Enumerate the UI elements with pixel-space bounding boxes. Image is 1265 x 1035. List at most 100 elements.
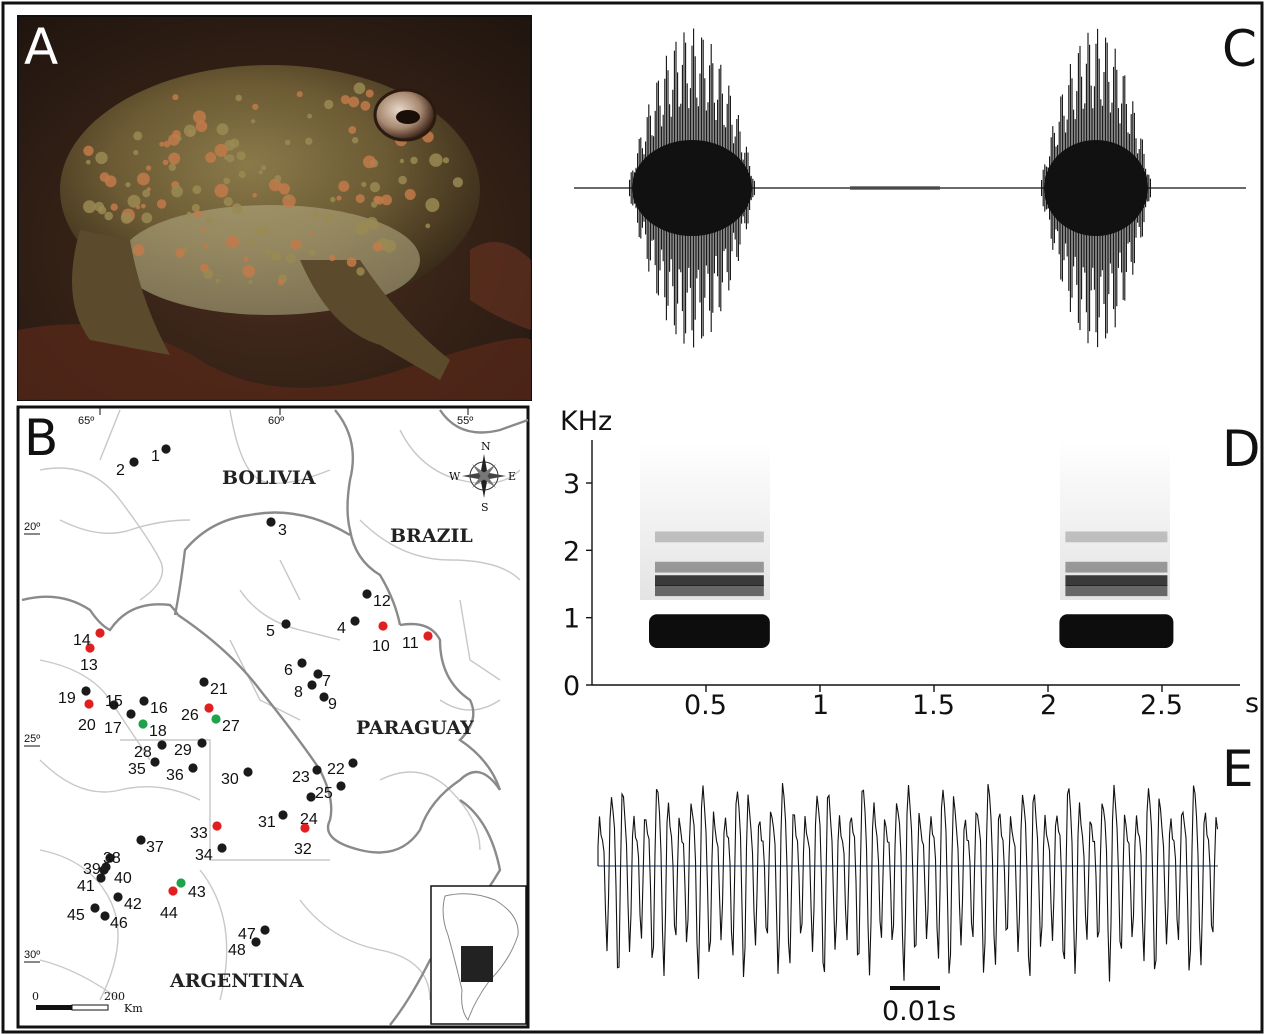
site-label-12: 12 (373, 593, 391, 610)
map-scale-bar: 0 200 Km (32, 990, 143, 1015)
site-marker-22 (348, 758, 358, 768)
spectrogram-fundamental-1 (649, 614, 770, 648)
toad-wart (171, 185, 184, 198)
panel-letter-d: D (1222, 420, 1261, 478)
toad-wart (172, 94, 179, 101)
toad-wart (352, 137, 359, 144)
spectrogram-xtick-label: 1.5 (912, 690, 955, 721)
spectrogram-ytick-label: 2 (563, 536, 580, 567)
toad-wart (252, 103, 259, 110)
site-label-35: 35 (128, 761, 146, 778)
toad-wart (99, 172, 110, 183)
longitude-label-1: 65º (78, 415, 94, 427)
site-marker-31 (278, 810, 288, 820)
site-label-7: 7 (322, 673, 331, 690)
site-label-13: 13 (80, 657, 98, 674)
oscillogram-core-1 (632, 140, 752, 236)
toad-wart (133, 131, 143, 141)
spectrogram-ytick-label: 3 (563, 469, 580, 500)
site-label-14: 14 (73, 632, 91, 649)
country-borders (21, 409, 529, 1026)
site-marker-17 (126, 709, 136, 719)
site-label-5: 5 (266, 623, 275, 640)
site-marker-30 (243, 767, 253, 777)
site-marker-15 (109, 700, 119, 710)
site-label-45: 45 (67, 907, 85, 924)
country-label-argentina: ARGENTINA (169, 970, 304, 992)
longitude-ticks (99, 407, 469, 415)
toad-wart (278, 183, 290, 195)
toad-wart (203, 243, 209, 249)
toad-wart (307, 113, 312, 119)
toad-wart (191, 203, 200, 212)
toad-wart (156, 199, 167, 209)
site-label-8: 8 (294, 684, 303, 701)
toad-wart (399, 158, 405, 164)
site-marker-24 (306, 792, 316, 802)
toad-wart (168, 152, 181, 165)
toad-wart (242, 264, 256, 278)
toad-wart (256, 225, 268, 237)
site-label-15: 15 (105, 693, 123, 710)
toad-wart (168, 163, 176, 171)
site-marker-32 (300, 823, 310, 833)
toad-wart (127, 194, 141, 208)
toad-wart (175, 248, 185, 258)
panel-letter-c: C (1222, 20, 1257, 78)
spectrogram-fundamental-2 (1059, 614, 1174, 648)
spectrogram-harmonic-1-1 (655, 585, 764, 597)
site-label-17: 17 (104, 720, 122, 737)
compass-n: N (481, 440, 491, 453)
toad-wart (324, 213, 334, 222)
site-marker-11 (423, 631, 433, 641)
latitude-label-2: 25º (24, 733, 40, 745)
oscillogram-waveform (629, 28, 1151, 348)
toad-front-leg-right (300, 260, 450, 380)
panel-e-waveform-detail: 0.01s E (597, 740, 1254, 1027)
site-marker-45 (90, 903, 100, 913)
toad-wart (353, 82, 366, 95)
site-marker-34 (217, 843, 227, 853)
toad-wart (355, 221, 369, 235)
province-boundaries (39, 409, 521, 1001)
site-marker-29 (197, 738, 207, 748)
toad-wart (425, 198, 440, 212)
site-label-40: 40 (114, 870, 132, 887)
toad-wart (142, 189, 151, 198)
spectrogram-xtick-label: 2.5 (1140, 690, 1183, 721)
site-marker-13 (85, 643, 95, 653)
toad-wart (216, 123, 229, 136)
toad-wart (146, 165, 152, 171)
toad-wart (223, 177, 231, 185)
site-label-26: 26 (181, 707, 199, 724)
toad-pupil (396, 110, 420, 124)
panel-letter-e: E (1222, 740, 1254, 798)
toad-wart (215, 278, 220, 283)
panel-b-map: 65º 60º 55º 20º 25º 30º BOLIVIA BRAZIL P… (16, 405, 530, 1029)
site-label-30: 30 (221, 771, 239, 788)
compass-s: S (481, 501, 489, 514)
site-marker-37 (136, 835, 146, 845)
spectrogram-xtick-label: 1 (812, 690, 829, 721)
toad-wart (346, 257, 357, 267)
spectrogram-x-ticks: 0.5 1 1.5 2 2.5 (684, 685, 1183, 721)
toad-wart (200, 227, 206, 233)
toad-wart (205, 152, 217, 163)
spectrogram-xtick-label: 0.5 (684, 690, 727, 721)
site-label-11: 11 (402, 635, 419, 652)
site-marker-47 (260, 925, 270, 935)
toad-wart (330, 196, 336, 203)
toad-wart (163, 140, 171, 148)
toad-wart (356, 267, 365, 276)
toad-wart (305, 137, 313, 145)
site-label-46: 46 (110, 915, 128, 932)
toad-wart (95, 151, 108, 165)
site-marker-23 (312, 765, 322, 775)
toad-wart (226, 235, 239, 249)
detail-waveform-trace (597, 783, 1219, 982)
toad-wart (372, 241, 383, 252)
toad-wart (366, 216, 378, 229)
toad-wart (381, 194, 392, 206)
site-label-48: 48 (228, 942, 246, 959)
